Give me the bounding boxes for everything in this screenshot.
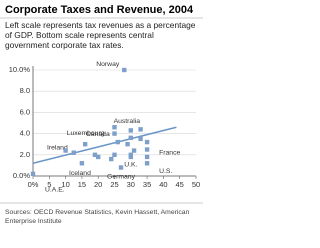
point-label: U.K. [124, 162, 137, 169]
chart-title: Corporate Taxes and Revenue, 2004 [5, 4, 194, 16]
point [63, 148, 68, 153]
y-tick-label: 4.0 [20, 129, 30, 138]
point [115, 139, 120, 145]
x-tick-label: 25 [110, 180, 118, 189]
x-tick-label: 15 [78, 180, 86, 189]
point-label: Canada [86, 131, 110, 138]
trend-line [32, 126, 177, 165]
point-label: U.A.E. [45, 187, 65, 194]
point [125, 142, 130, 147]
point-label: France [159, 149, 180, 156]
point [128, 154, 133, 160]
point [144, 139, 150, 145]
source: Sources: OECD Revenue Statistics, Kevin … [5, 209, 190, 216]
y-tick-label: 10.0% [9, 65, 31, 74]
point [122, 67, 127, 73]
y-tick-label: 0.0% [13, 171, 30, 180]
point [118, 165, 124, 170]
subtitle: government corporate tax rates. [5, 40, 124, 50]
x-tick-label: 20 [94, 180, 102, 189]
point [71, 150, 76, 155]
y-tick-label: 8.0 [20, 86, 30, 95]
point [92, 152, 98, 157]
point [109, 156, 114, 162]
x-tick-label: 50 [192, 180, 200, 189]
point [112, 125, 117, 130]
x-tick-label: 30 [127, 180, 135, 189]
point [128, 128, 133, 133]
point [30, 171, 36, 177]
point-label: U.S. [159, 168, 172, 175]
subtitle: Left scale represents tax revenues as a … [5, 20, 196, 30]
y-tick-label: 6.0 [20, 107, 30, 116]
point [79, 161, 85, 166]
x-tick-label: 35 [143, 180, 151, 189]
point [112, 152, 117, 157]
point-label: Australia [114, 118, 141, 125]
point-label: Norway [96, 61, 120, 68]
point [112, 131, 117, 136]
x-tick-label: 0% [28, 180, 39, 189]
chart: Corporate Taxes and Revenue, 2004 Left s… [0, 4, 203, 225]
source: Enterprise Institute [5, 218, 62, 225]
point-label: Ireland [47, 144, 68, 151]
point [96, 154, 101, 160]
point-label: Luxembourg [67, 130, 105, 137]
x-tick-label: 40 [159, 180, 167, 189]
point [138, 136, 143, 142]
point [138, 127, 143, 132]
point [131, 148, 137, 153]
point-label: Iceland [69, 170, 91, 177]
x-tick-label: 5 [47, 180, 51, 189]
point-label: Germany [107, 173, 136, 180]
point [144, 147, 150, 152]
point [144, 154, 150, 160]
y-tick-label: 2.0 [20, 150, 30, 159]
point [128, 135, 133, 141]
x-tick-label: 45 [176, 180, 184, 189]
subtitle: of GDP. Bottom scale represents central [5, 30, 154, 40]
point [144, 161, 150, 166]
x-tick-label: 10 [61, 180, 69, 189]
point [82, 142, 88, 147]
